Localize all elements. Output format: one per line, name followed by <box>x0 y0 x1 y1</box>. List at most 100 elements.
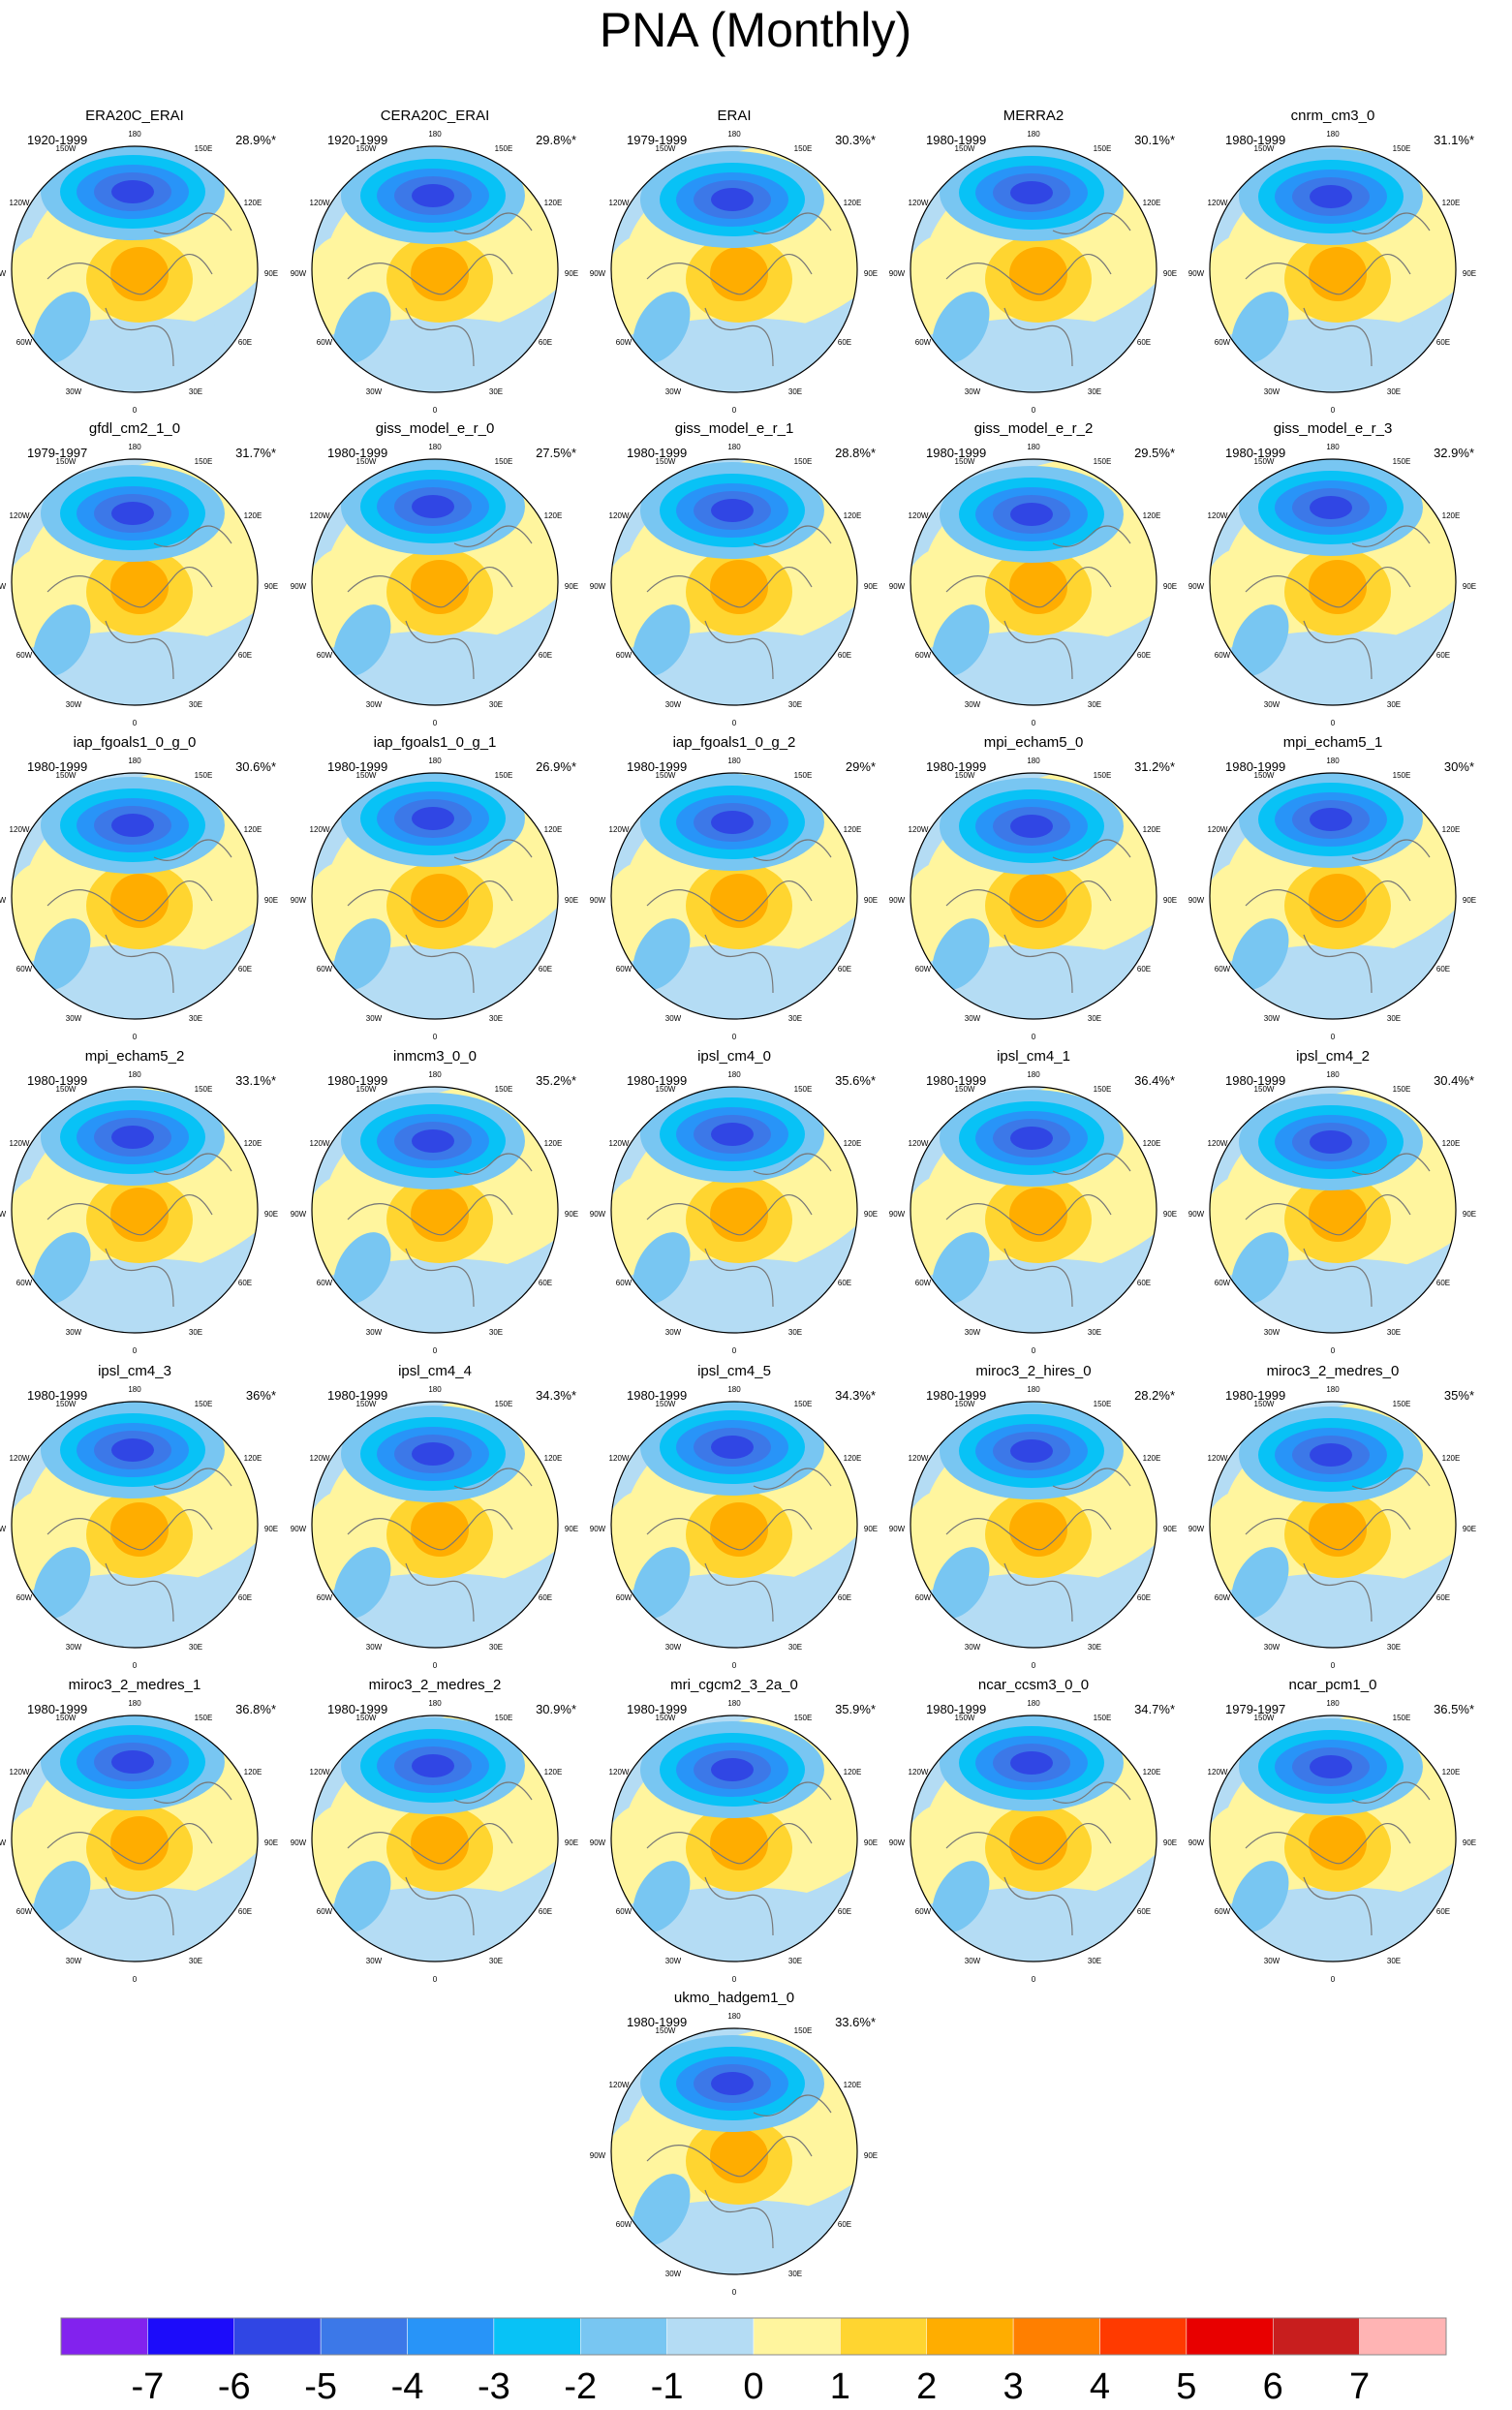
colorbar-label: -1 <box>651 2366 684 2407</box>
colorbar-box <box>1359 2317 1447 2356</box>
longitude-label: 90E <box>1163 1525 1177 1533</box>
longitude-label: 90W <box>889 269 906 278</box>
negative-core <box>711 1758 754 1781</box>
map-panel: miroc3_2_medres_2 1980-1999 30.9%* 180 150W 1… <box>291 1677 578 1984</box>
coastline <box>46 1468 232 1622</box>
positive-core <box>710 1816 768 1870</box>
negative-region <box>333 1547 391 1619</box>
longitude-label: 60E <box>238 1279 252 1287</box>
longitude-label: 90E <box>264 1210 278 1219</box>
coastline <box>945 212 1131 367</box>
map-border <box>311 1086 559 1334</box>
longitude-label: 0 <box>1032 1346 1036 1355</box>
longitude-label: 150W <box>656 1085 676 1094</box>
longitude-label: 150E <box>495 1085 513 1094</box>
longitude-label: 0 <box>133 1346 138 1355</box>
negative-core <box>111 1126 154 1149</box>
colorbar-label: 3 <box>1003 2366 1024 2407</box>
longitude-label: 0 <box>732 719 737 727</box>
longitude-label: 180 <box>1027 1385 1040 1394</box>
negative-core <box>111 1438 154 1462</box>
longitude-label: 30W <box>366 700 383 709</box>
longitude-label: 150W <box>955 1400 975 1408</box>
longitude-label: 60W <box>1215 1279 1231 1287</box>
longitude-label: 150E <box>1094 1400 1112 1408</box>
longitude-label: 30W <box>366 1328 383 1337</box>
panel-period: 1980-1999 <box>1225 759 1285 774</box>
panel-title: ipsl_cm4_4 <box>398 1363 472 1379</box>
panel-period: 1920-1999 <box>327 133 387 147</box>
panel-variance: 29%* <box>846 759 876 774</box>
map-border <box>311 772 559 1020</box>
longitude-label: 180 <box>727 1385 741 1394</box>
map-border <box>610 1086 858 1334</box>
panel-period: 1980-1999 <box>327 1073 387 1088</box>
longitude-label: 120W <box>609 511 630 520</box>
longitude-label: 90W <box>590 582 606 591</box>
negative-region <box>932 292 990 363</box>
longitude-label: 150E <box>1094 1085 1112 1094</box>
panel-variance: 30.6%* <box>235 759 276 774</box>
longitude-label: 30W <box>665 1957 682 1965</box>
longitude-label: 120W <box>310 1768 330 1777</box>
negative-region <box>932 1232 990 1304</box>
longitude-label: 150E <box>1393 1714 1411 1722</box>
positive-core <box>110 560 169 614</box>
colorbar-label: -6 <box>218 2366 251 2407</box>
longitude-label: 60E <box>1137 965 1151 973</box>
longitude-label: 30E <box>788 1014 802 1023</box>
negative-core <box>711 188 754 211</box>
longitude-label: 180 <box>727 1699 741 1708</box>
longitude-label: 60W <box>616 651 633 660</box>
panel-variance: 34.3%* <box>536 1388 576 1403</box>
longitude-label: 30W <box>366 1643 383 1652</box>
longitude-label: 90E <box>864 269 878 278</box>
map-border <box>610 145 858 393</box>
positive-core <box>710 247 768 301</box>
panel-variance: 30.1%* <box>1134 133 1175 147</box>
panel-period: 1980-1999 <box>627 1073 687 1088</box>
longitude-label: 30W <box>66 1014 82 1023</box>
coastline <box>347 1781 533 1936</box>
longitude-label: 120E <box>244 511 262 520</box>
panel-title: miroc3_2_medres_0 <box>1267 1363 1400 1379</box>
negative-region <box>33 604 91 676</box>
map-border <box>11 145 259 393</box>
negative-region <box>633 2174 691 2245</box>
longitude-label: 60W <box>1215 1593 1231 1602</box>
longitude-label: 60E <box>838 1907 851 1916</box>
map-panel: mpi_echam5_1 1980-1999 30%* 180 150W 150E 120W… <box>1188 734 1476 1041</box>
panel-variance: 28.2%* <box>1134 1388 1175 1403</box>
panel-variance: 36.5%* <box>1434 1702 1474 1716</box>
longitude-label: 150E <box>794 2026 813 2035</box>
longitude-label: 90E <box>1463 1525 1476 1533</box>
map-field <box>312 773 558 1019</box>
coastline <box>46 839 232 994</box>
panel-title: gfdl_cm2_1_0 <box>89 420 180 437</box>
map-panel: giss_model_e_r_1 1980-1999 28.8%* 180 150W 15… <box>590 420 878 727</box>
coastline <box>46 212 232 367</box>
longitude-label: 60E <box>1137 651 1151 660</box>
map-field <box>611 1402 857 1648</box>
longitude-label: 60W <box>915 338 932 347</box>
longitude-label: 150W <box>955 1714 975 1722</box>
panel-variance: 36.4%* <box>1134 1073 1175 1088</box>
longitude-label: 30W <box>965 1014 981 1023</box>
longitude-label: 150E <box>495 1400 513 1408</box>
colorbar-box <box>666 2317 755 2356</box>
negative-region <box>333 1861 391 1932</box>
negative-core <box>111 814 154 837</box>
panel-title: MERRA2 <box>1003 108 1065 124</box>
longitude-label: 60E <box>539 1279 552 1287</box>
longitude-label: 120W <box>909 1139 929 1148</box>
longitude-label: 90W <box>291 1838 307 1847</box>
panel-variance: 28.9%* <box>235 133 276 147</box>
longitude-label: 180 <box>727 1070 741 1079</box>
longitude-label: 60E <box>238 1907 252 1916</box>
longitude-label: 30E <box>489 1014 503 1023</box>
positive-core <box>1009 247 1067 301</box>
coastline <box>1245 1468 1431 1622</box>
positive-core <box>1009 1502 1067 1557</box>
panel-period: 1980-1999 <box>627 2015 687 2029</box>
longitude-label: 180 <box>727 757 741 765</box>
